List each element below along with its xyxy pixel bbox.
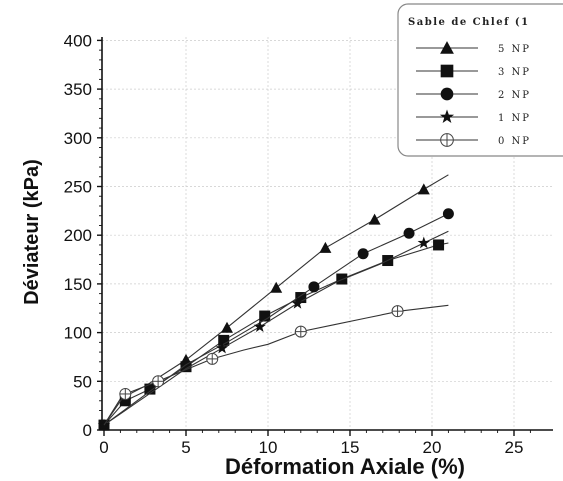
x-tick-label: 15 (341, 438, 360, 457)
triangle-marker-shape (319, 241, 332, 253)
ticks: 0 50 100 150 200 250 300 350 400 0 5 10 15 20 25 (64, 31, 531, 457)
circle-marker-shape (308, 281, 320, 293)
data-point-5-np (368, 213, 381, 225)
legend-label-3-np: 3 NP (498, 67, 531, 78)
legend-label-2-np: 2 NP (498, 90, 531, 101)
data-point-2-np (357, 248, 369, 260)
series-line-3-np (103, 242, 449, 426)
star-marker-shape (291, 296, 304, 309)
square-marker-shape (180, 361, 192, 373)
y-tick-label: 150 (64, 275, 92, 294)
star-marker-shape (253, 320, 266, 332)
x-tick-label: 20 (423, 438, 442, 457)
legend-label-5-np: 5 NP (498, 44, 531, 55)
y-tick-label: 300 (64, 129, 92, 148)
square-marker-shape (218, 334, 230, 346)
data-point-0-np (206, 352, 219, 365)
x-tick-label: 0 (99, 438, 108, 457)
data-point-1-np (417, 236, 430, 249)
triangle-marker-shape (270, 281, 283, 293)
data-point-3-np (180, 361, 192, 373)
square-marker-shape (336, 273, 348, 285)
series-line-2-np (103, 213, 449, 426)
triangle-marker-shape (417, 183, 430, 195)
square-marker-shape (440, 64, 454, 78)
data-point-3-np (144, 383, 156, 395)
data-point-3-np (433, 239, 445, 251)
legend-label-0-np: 0 NP (498, 136, 531, 147)
legend-marker-5-np (440, 41, 454, 54)
data-point-1-np (291, 296, 304, 309)
square-marker-shape (119, 395, 131, 407)
series-line-1-np (103, 230, 449, 426)
series-line-0-np (103, 304, 449, 426)
y-tick-label: 200 (64, 226, 92, 245)
legend-item-0-np: 0 NP (416, 133, 531, 147)
y-tick-label: 100 (64, 324, 92, 343)
data-point-3-np (295, 292, 307, 304)
square-marker-shape (433, 239, 445, 251)
y-tick-label: 250 (64, 178, 92, 197)
circle-marker-shape (357, 248, 369, 260)
data-point-3-np (336, 273, 348, 285)
data-point-0-np (119, 387, 132, 400)
data-point-1-np (215, 341, 229, 354)
series-line-5-np (103, 174, 449, 426)
data-point-2-np (403, 227, 415, 239)
triangle-marker-shape (368, 213, 381, 225)
star-marker-shape (439, 109, 455, 123)
legend-marker-3-np (440, 64, 454, 78)
triangle-marker-shape (221, 321, 233, 333)
legend-item-2-np: 2 NP (416, 87, 531, 101)
data-point-5-np (221, 321, 233, 333)
data-point-1-np (253, 320, 266, 332)
data-point-5-np (270, 281, 283, 293)
triangle-marker-shape (440, 41, 454, 54)
data-point-3-np (218, 334, 230, 346)
data-point-5-np (417, 183, 430, 195)
data-point-0-np (294, 325, 307, 338)
circle-marker-shape (403, 227, 415, 239)
data-point-5-np (319, 241, 332, 253)
legend-item-3-np: 3 NP (416, 64, 531, 78)
circle-marker-shape (442, 208, 454, 220)
x-tick-label: 10 (259, 438, 278, 457)
data-point-0-np (391, 305, 404, 318)
legend: Sable de Chlef (1 5 NP 3 NP 2 NP 1 NP 0 NP (397, 3, 563, 157)
star-marker-shape (417, 236, 430, 249)
data-point-3-np (119, 395, 131, 407)
square-marker-shape (259, 310, 271, 322)
legend-marker-1-np (439, 109, 455, 123)
x-axis-title: Déformation Axiale (%) (225, 454, 465, 479)
y-tick-label: 400 (64, 31, 92, 50)
y-tick-label: 50 (73, 372, 92, 391)
data-point-2-np (442, 208, 454, 220)
square-marker-shape (295, 292, 307, 304)
circle-marker-shape (440, 87, 454, 101)
legend-marker-0-np (440, 133, 454, 147)
axes (101, 37, 553, 431)
legend-label-1-np: 1 NP (498, 113, 531, 124)
legend-title: Sable de Chlef (1 (408, 17, 530, 28)
x-tick-label: 25 (505, 438, 524, 457)
legend-item-5-np: 5 NP (416, 41, 531, 55)
y-tick-label: 350 (64, 80, 92, 99)
legend-marker-2-np (440, 87, 454, 101)
star-marker-shape (215, 341, 229, 354)
y-tick-label: 0 (83, 421, 92, 440)
legend-items: 5 NP 3 NP 2 NP 1 NP 0 NP (416, 41, 531, 147)
data-point-2-np (308, 281, 320, 293)
data-point-0-np (152, 375, 165, 388)
legend-box (397, 3, 563, 157)
data-point-3-np (259, 310, 271, 322)
x-tick-label: 5 (181, 438, 190, 457)
legend-item-1-np: 1 NP (416, 109, 531, 124)
y-axis-title: Déviateur (kPa) (21, 159, 43, 305)
square-marker-shape (144, 383, 156, 395)
series (97, 174, 454, 431)
